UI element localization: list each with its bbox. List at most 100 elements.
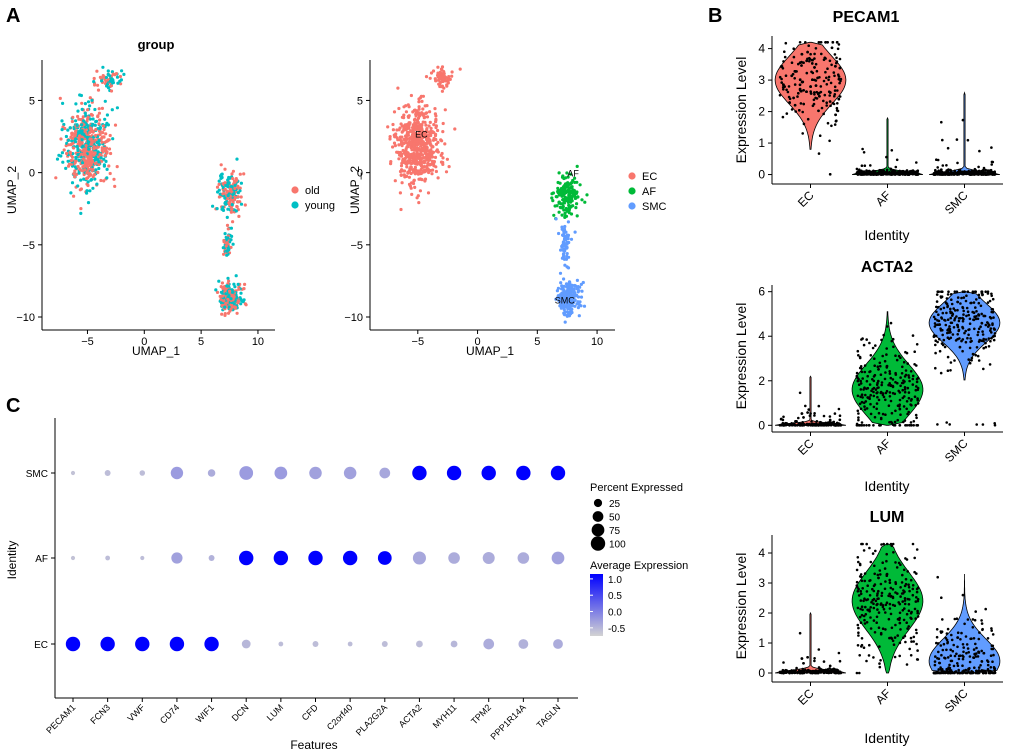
umap-point [418, 177, 422, 181]
violin-point [913, 607, 917, 611]
umap-point [554, 297, 558, 301]
violin-point [944, 657, 947, 660]
violin-point [798, 631, 802, 635]
violin-point [870, 389, 873, 393]
violin-point [888, 391, 892, 394]
violin-point [888, 578, 891, 582]
violin-point [972, 311, 976, 315]
umap-point [237, 299, 241, 303]
violin-point [961, 170, 964, 174]
violin-point [935, 641, 938, 645]
violin-point [907, 625, 910, 628]
umap-point [75, 144, 79, 149]
violin-point [986, 322, 990, 325]
violin-point [837, 75, 841, 78]
violin-point [937, 319, 941, 323]
violin-point [876, 395, 879, 399]
violin-point [826, 121, 830, 125]
legend-key [628, 187, 636, 195]
violin-point [838, 66, 842, 70]
umap-point [443, 142, 447, 146]
violin-point [905, 407, 908, 411]
violin-point [868, 170, 871, 173]
violin-point [912, 635, 916, 639]
violin-point [869, 616, 872, 619]
violin-point [798, 87, 802, 91]
umap-point [231, 177, 235, 181]
umap-point [225, 189, 229, 193]
violin-point [875, 402, 879, 405]
violin-point [835, 106, 839, 110]
violin-point [899, 628, 902, 631]
violin-point [953, 359, 956, 362]
violin-point [968, 322, 972, 326]
violin-point [911, 377, 915, 381]
umap-point [434, 137, 438, 142]
violin-point [834, 670, 837, 674]
violin-point [865, 621, 869, 624]
umap-point [92, 76, 96, 81]
umap-point [80, 123, 84, 127]
umap-point [94, 133, 98, 138]
violin-point [946, 293, 950, 296]
umap-point [103, 99, 107, 103]
violin-point [829, 104, 832, 108]
umap-point [397, 143, 401, 147]
y-tick-label: 0 [29, 168, 35, 180]
umap-point [83, 125, 87, 129]
umap-point [556, 190, 560, 194]
dot-AF-LUM [273, 550, 289, 566]
violin-point [911, 374, 915, 378]
violin-point [822, 112, 825, 116]
violin-point [974, 353, 977, 357]
violin-point [990, 294, 993, 298]
umap-point [563, 215, 567, 219]
violin-point [863, 405, 866, 408]
umap-point [109, 89, 114, 93]
violin-point [859, 407, 863, 411]
umap-point [88, 104, 92, 108]
violin-point [953, 317, 957, 320]
violin-point [875, 615, 879, 619]
violin-point [801, 667, 804, 671]
violin-point [863, 164, 867, 167]
violin-point [857, 416, 860, 419]
violin-point [877, 379, 880, 383]
y-tick-label: 4 [758, 546, 765, 560]
violin-point [889, 420, 893, 424]
x-tick-label: WIF1 [194, 702, 216, 724]
violin-point [941, 164, 945, 167]
violin-point [903, 607, 906, 610]
violin-point [837, 651, 841, 655]
violin-point [984, 171, 987, 174]
violin-point [887, 404, 891, 408]
umap-point [111, 72, 115, 76]
umap-point [70, 181, 75, 185]
umap-point [108, 79, 112, 83]
umap-point [82, 147, 86, 151]
violin-pecam1-ylabel: Expression Level [733, 57, 749, 164]
violin-point [808, 414, 812, 418]
violin-point [898, 172, 902, 176]
violin-point [980, 649, 983, 653]
umap-point [563, 211, 567, 215]
violin-point [991, 160, 995, 164]
violin-point [822, 79, 826, 83]
violin-point [859, 592, 863, 596]
umap-point [88, 151, 92, 155]
violin-point [865, 542, 868, 546]
umap-point [399, 164, 404, 168]
dot-AF-DCN [239, 550, 254, 566]
violin-point [897, 561, 901, 565]
violin-point [876, 381, 879, 385]
violin-point [941, 648, 945, 652]
umap-point [219, 173, 223, 177]
umap-point [215, 290, 220, 294]
umap-point [211, 204, 215, 208]
violin-point [874, 170, 877, 173]
umap-identity-xlabel: UMAP_1 [466, 344, 514, 358]
umap-point [432, 123, 436, 127]
dot-EC-C2orf40 [347, 641, 353, 647]
violin-point [913, 363, 916, 366]
violin-point [905, 663, 909, 666]
